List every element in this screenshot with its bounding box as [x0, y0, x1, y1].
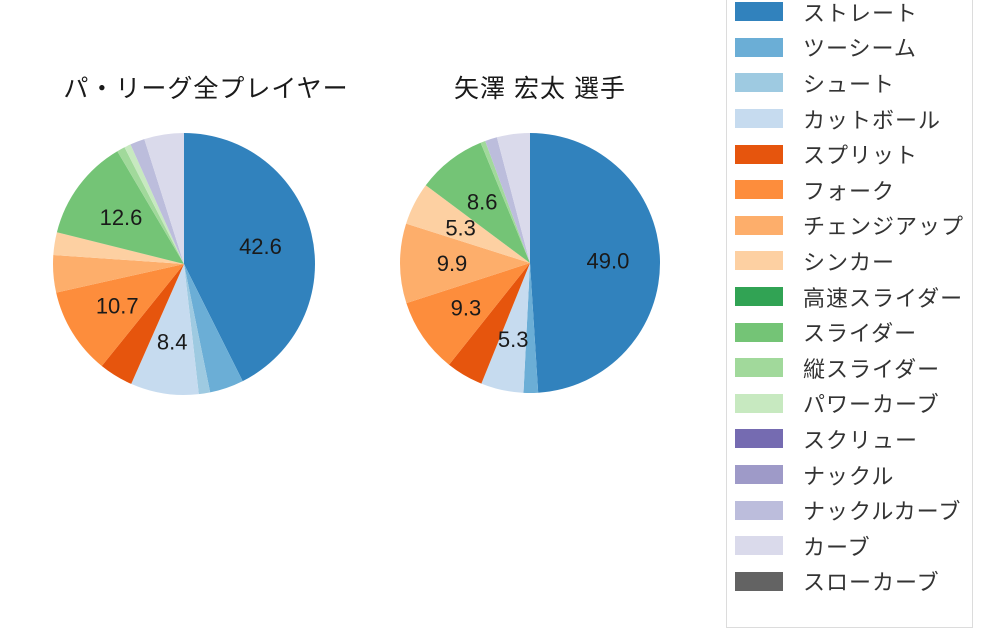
- pie-wedge: [481, 263, 530, 393]
- pie-wedge: [53, 232, 185, 264]
- legend-swatch: [735, 536, 783, 556]
- pie-value-label: 10.7: [96, 293, 139, 318]
- legend-swatch: [735, 251, 783, 271]
- legend-item-label: スプリット: [803, 143, 919, 169]
- pie-wedge: [56, 151, 184, 264]
- pie-wedge: [117, 147, 184, 264]
- legend-swatch: [735, 429, 783, 449]
- legend-swatch: [735, 109, 783, 129]
- pitch-type-legend: ストレートツーシームシュートカットボール スプリットフォークチェンジアップ シンカー…: [726, 0, 973, 628]
- pie-value-label: 42.6: [239, 234, 282, 259]
- chart-title-player: 矢澤 宏太 選手: [454, 75, 626, 103]
- pie-wedge: [485, 137, 530, 263]
- legend-item: スローカーブ: [727, 564, 972, 600]
- legend-swatch: [735, 180, 783, 200]
- pie-value-label: 8.4: [157, 330, 188, 355]
- legend-swatch: [735, 287, 783, 307]
- pie-value-label: 12.6: [100, 205, 143, 230]
- legend-item-label: スクリュー: [803, 427, 919, 453]
- legend-swatch: [735, 571, 783, 591]
- legend-item: チェンジアップ: [727, 208, 972, 244]
- legend-item: スライダー: [727, 314, 972, 350]
- legend-item: カットボール: [727, 101, 972, 137]
- pie-wedge: [530, 133, 660, 393]
- legend-item-label: フォーク: [803, 178, 896, 204]
- legend-item: シュート: [727, 65, 972, 101]
- legend-item-label: 縦スライダー: [803, 356, 941, 382]
- pie-wedge: [496, 133, 530, 263]
- legend-item-label: カーブ: [803, 534, 871, 560]
- legend-item-label: ツーシーム: [803, 36, 917, 62]
- legend-item-label: ナックル: [803, 463, 895, 489]
- pie-wedge: [101, 264, 184, 384]
- pie-chart-league-average: 42.6 8.4 10.7 12.6: [52, 133, 316, 395]
- pie-value-label: 8.6: [467, 189, 498, 214]
- pie-wedge: [144, 133, 184, 264]
- pie-wedge: [406, 263, 530, 365]
- chart-title-league-average: パ・リーグ全プレイヤー: [63, 75, 349, 103]
- legend-item-label: 高速スライダー: [803, 285, 964, 311]
- legend-item: カーブ: [727, 528, 972, 564]
- legend-item-label: シュート: [803, 71, 896, 97]
- pie-wedge: [400, 223, 530, 304]
- legend-item: スプリット: [727, 136, 972, 172]
- pie-wedge: [449, 263, 530, 384]
- pie-value-label: 5.3: [498, 327, 529, 352]
- legend-item: スクリュー: [727, 421, 972, 457]
- legend-item-label: チェンジアップ: [803, 214, 965, 240]
- pie-wedge: [52, 254, 184, 293]
- legend-item: 縦スライダー: [727, 350, 972, 386]
- legend-item: ナックルカーブ: [727, 492, 972, 528]
- pie-chart-player: 49.05.39.39.95.38.6: [400, 133, 660, 393]
- legend-swatch: [735, 215, 783, 235]
- legend-item: ツーシーム: [727, 30, 972, 66]
- legend-swatch: [735, 358, 783, 378]
- pie-wedge: [124, 144, 184, 264]
- pie-wedge: [480, 140, 530, 263]
- pie-value-label: 5.3: [445, 215, 476, 240]
- pie-wedge: [523, 263, 539, 393]
- pie-wedge: [406, 185, 530, 263]
- pie-wedge: [131, 264, 199, 395]
- legend-item-label: パワーカーブ: [803, 392, 940, 418]
- legend-swatch: [735, 2, 783, 22]
- pie-wedge: [425, 142, 530, 263]
- legend-item: 高速スライダー: [727, 279, 972, 315]
- legend-item: パワーカーブ: [727, 386, 972, 422]
- pie-value-label: 9.9: [437, 251, 468, 276]
- legend-item: ストレート: [727, 0, 972, 30]
- legend-swatch: [735, 393, 783, 413]
- legend-item: ナックル: [727, 457, 972, 493]
- pie-wedge: [184, 264, 243, 393]
- legend-swatch: [735, 144, 783, 164]
- pie-wedge: [130, 139, 184, 264]
- pie-wedge: [184, 264, 211, 395]
- legend-swatch: [735, 500, 783, 520]
- pie-wedge: [56, 264, 184, 366]
- pie-wedge: [184, 133, 316, 382]
- legend-swatch: [735, 73, 783, 93]
- legend-item-label: シンカー: [803, 249, 896, 275]
- legend-item-label: ナックルカーブ: [803, 499, 962, 525]
- legend-item-label: スローカーブ: [803, 570, 940, 596]
- legend-swatch: [735, 465, 783, 485]
- pie-value-label: 49.0: [587, 249, 630, 274]
- legend-item-label: ストレート: [803, 0, 919, 26]
- legend-item-label: スライダー: [803, 321, 918, 347]
- legend-item-label: カットボール: [803, 107, 942, 133]
- legend-item: フォーク: [727, 172, 972, 208]
- legend-item: シンカー: [727, 243, 972, 279]
- legend-swatch: [735, 322, 783, 342]
- pie-value-label: 9.3: [451, 295, 482, 320]
- legend-swatch: [735, 37, 783, 57]
